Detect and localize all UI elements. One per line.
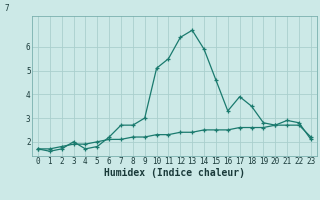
Text: 7: 7 bbox=[5, 4, 9, 13]
X-axis label: Humidex (Indice chaleur): Humidex (Indice chaleur) bbox=[104, 168, 245, 178]
